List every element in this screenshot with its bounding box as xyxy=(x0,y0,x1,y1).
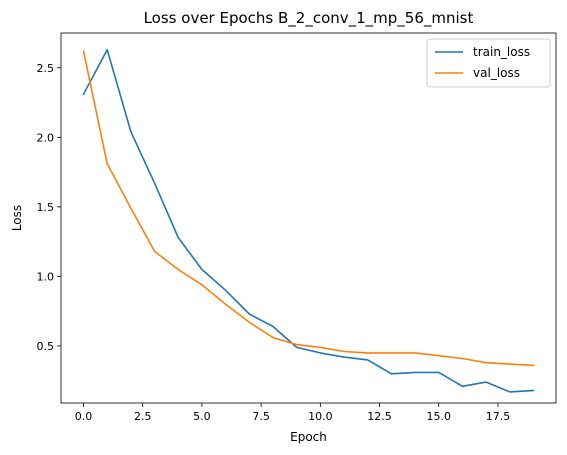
x-tick-label: 5.0 xyxy=(193,410,211,423)
series-line-val-loss xyxy=(82,50,535,367)
series-lines xyxy=(82,48,535,393)
x-tick-label: 10.0 xyxy=(308,410,333,423)
legend-label-val-loss: val_loss xyxy=(473,66,520,80)
legend: train_loss val_loss xyxy=(426,38,551,88)
x-tick-label: 0.0 xyxy=(75,410,93,423)
x-axis-label: Epoch xyxy=(290,430,327,444)
y-tick-label: 2.5 xyxy=(37,62,55,75)
x-tick-label: 12.5 xyxy=(367,410,392,423)
legend-label-train-loss: train_loss xyxy=(473,45,530,59)
y-tick-label: 2.0 xyxy=(37,131,55,144)
legend-box xyxy=(426,38,551,88)
x-tick-label: 17.5 xyxy=(486,410,511,423)
y-tick-label: 1.5 xyxy=(37,201,55,214)
x-tick-label: 15.0 xyxy=(427,410,452,423)
y-tick-label: 1.0 xyxy=(37,270,55,283)
chart-title: Loss over Epochs B_2_conv_1_mp_56_mnist xyxy=(144,9,474,28)
x-tick-label: 7.5 xyxy=(252,410,270,423)
x-axis-ticks: 0.0 2.5 5.0 7.5 10.0 12.5 15.0 17.5 xyxy=(75,403,510,423)
plot-area-frame xyxy=(60,32,557,404)
y-axis-ticks: 0.5 1.0 1.5 2.0 2.5 xyxy=(37,62,61,353)
series-line-train-loss xyxy=(82,48,535,393)
y-tick-label: 0.5 xyxy=(37,340,55,353)
y-axis-label: Loss xyxy=(10,205,24,231)
x-tick-label: 2.5 xyxy=(134,410,152,423)
